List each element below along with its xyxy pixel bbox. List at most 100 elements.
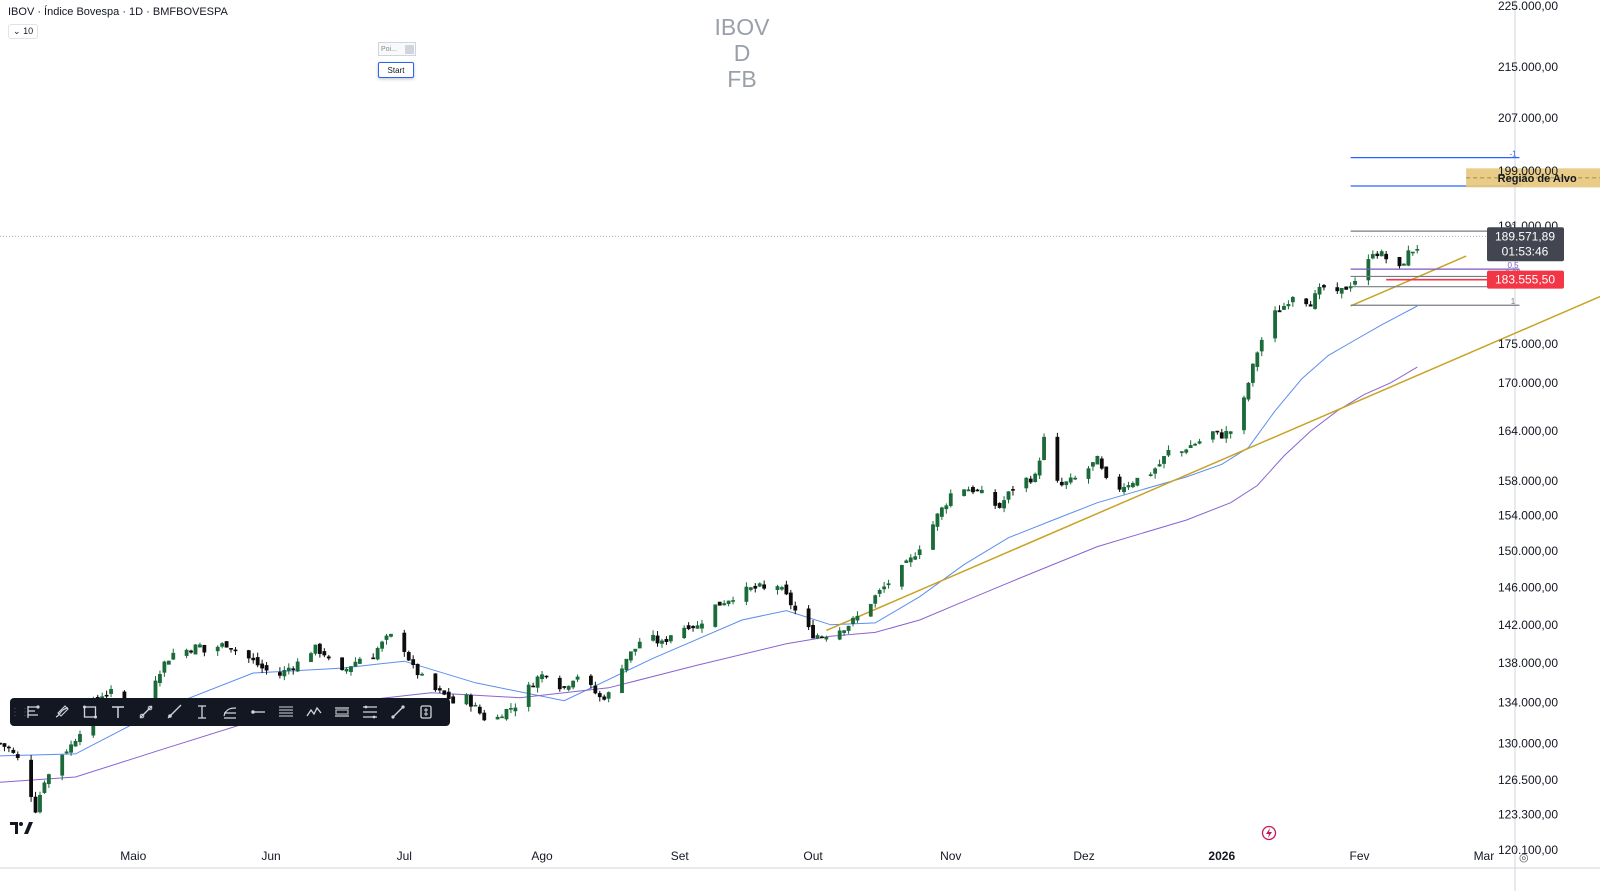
ray-icon[interactable]	[160, 698, 188, 726]
candle-up	[1162, 456, 1166, 464]
candle-up	[38, 794, 42, 813]
candle-down	[6, 746, 11, 749]
candle-up	[1246, 382, 1251, 400]
rectangle-icon[interactable]	[76, 698, 104, 726]
time-axis[interactable]: MaioJunJulAgoSetOutNovDez2026FevMarAbr	[120, 849, 1600, 863]
candle-up	[651, 634, 655, 641]
trend-line-2[interactable]	[1350, 255, 1467, 307]
candle-up	[1166, 450, 1171, 456]
anchored-text-icon[interactable]	[188, 698, 216, 726]
candle-up	[295, 661, 300, 672]
candle-down	[0, 742, 2, 745]
time-tick-label: Out	[803, 849, 823, 863]
price-tick-label: 225.000,00	[1498, 0, 1558, 13]
candle-up	[882, 586, 887, 590]
drag-handle-icon[interactable]: ⋮⋮	[10, 706, 30, 718]
start-button[interactable]: Start	[378, 62, 414, 78]
candle-up	[1095, 455, 1100, 465]
candle-down	[1384, 253, 1389, 260]
candle-up	[220, 643, 225, 647]
candle-up	[1255, 352, 1260, 367]
trend-line-1[interactable]	[826, 291, 1600, 632]
candle-up	[313, 644, 318, 654]
target-region[interactable]: Região de Alvo	[1466, 168, 1600, 188]
candle-up	[873, 595, 878, 604]
candle-down	[806, 608, 811, 628]
candle-up	[1193, 443, 1198, 446]
candle-up	[1037, 460, 1042, 476]
target-region-label: Região de Alvo	[1498, 173, 1577, 185]
candle-up	[1317, 286, 1322, 295]
price-tick-label: 175.000,00	[1498, 337, 1558, 351]
candle-up	[42, 782, 47, 793]
path-icon[interactable]	[300, 698, 328, 726]
widget-input[interactable]: Poi...	[378, 42, 416, 56]
flash-icon[interactable]	[1261, 825, 1277, 841]
price-tick-label: 215.000,00	[1498, 60, 1558, 74]
candle-up	[1415, 249, 1420, 251]
candle-up	[700, 623, 704, 629]
line-icon[interactable]	[132, 698, 160, 726]
candle-up	[1242, 397, 1246, 431]
candle-down	[371, 657, 376, 660]
h-lines-icon[interactable]	[272, 698, 300, 726]
price-label-icon[interactable]	[412, 698, 440, 726]
candle-down	[602, 696, 607, 700]
candle-up	[375, 648, 380, 660]
candle-down	[451, 696, 456, 704]
indicators-toggle[interactable]: ⌄ 10	[8, 24, 39, 39]
candle-up	[1157, 464, 1162, 467]
candle-down	[2, 743, 7, 747]
candle-up	[1379, 251, 1384, 257]
candle-down	[971, 487, 975, 493]
candle-down	[820, 636, 824, 639]
candle-down	[1397, 257, 1402, 267]
candle-down	[202, 644, 207, 653]
candle-down	[224, 641, 229, 648]
candle-up	[726, 600, 731, 604]
candle-up	[171, 652, 176, 660]
candle-up	[1135, 477, 1140, 486]
candle-up	[1006, 491, 1011, 500]
close-icon[interactable]	[405, 45, 414, 54]
pen-icon[interactable]	[384, 698, 412, 726]
candle-up	[64, 751, 69, 754]
curve-icon[interactable]	[216, 698, 244, 726]
tradingview-logo[interactable]	[10, 821, 34, 835]
candle-up	[1282, 305, 1286, 310]
candle-down	[33, 796, 38, 813]
candle-up	[344, 668, 349, 672]
settings-icon[interactable]: ◎	[1519, 852, 1529, 864]
trend-lines[interactable]	[826, 255, 1600, 632]
h-ray-icon[interactable]	[244, 698, 272, 726]
price-axis[interactable]: 225.000,00 215.000,00 207.000,00 199.000,00…	[1498, 0, 1558, 857]
price-tick-label: 207.000,00	[1498, 111, 1558, 125]
candle-down	[469, 695, 473, 707]
candle-down	[1011, 489, 1015, 491]
candle-up	[535, 676, 540, 688]
candle-up	[744, 586, 749, 602]
candle-down	[1277, 310, 1282, 313]
candle-down	[322, 651, 327, 656]
candle-up	[1250, 363, 1255, 383]
fib-icon[interactable]	[20, 698, 48, 726]
symbol-header[interactable]: IBOV · Índice Bovespa · 1D · BMFBOVESPA	[8, 6, 228, 18]
fib-level-label: 0,5	[1507, 261, 1519, 270]
candle-up	[1131, 483, 1135, 488]
parallel-icon[interactable]	[356, 698, 384, 726]
text-icon[interactable]	[104, 698, 132, 726]
brush-icon[interactable]	[48, 698, 76, 726]
candle-down	[588, 675, 593, 685]
candle-up	[1313, 293, 1317, 309]
last-price-tag: 189.571,89	[1495, 229, 1555, 243]
chevron-down-icon: ⌄	[13, 26, 21, 36]
candle-up	[353, 661, 358, 667]
candle-up	[1197, 441, 1202, 444]
candle-down	[1028, 478, 1033, 483]
candle-down	[340, 657, 344, 671]
candle-up	[660, 640, 664, 644]
channel-icon[interactable]	[328, 698, 356, 726]
candle-down	[544, 675, 549, 678]
candle-down	[691, 626, 695, 629]
